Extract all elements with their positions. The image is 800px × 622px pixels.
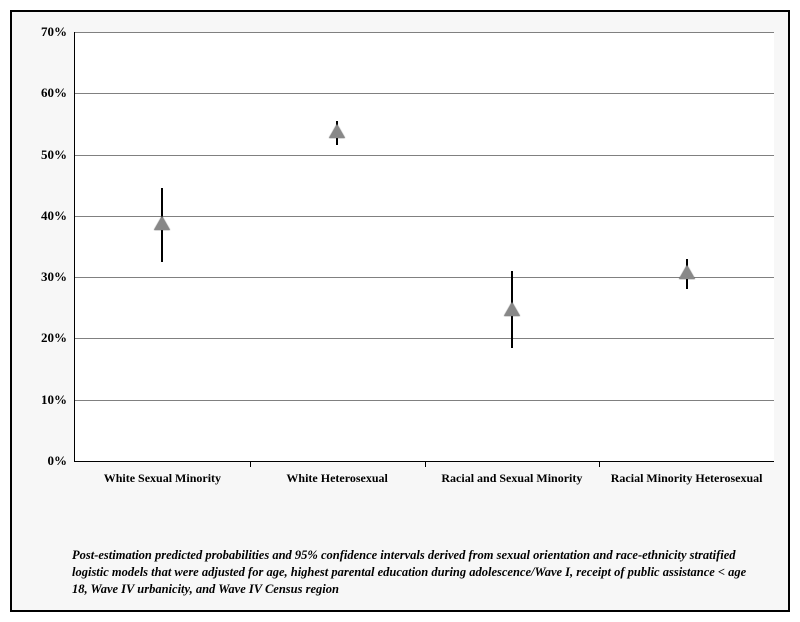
point-marker-triangle [504,302,520,316]
gridline [75,400,774,401]
y-tick-label: 70% [41,24,75,40]
gridline [75,32,774,33]
x-tick-label: Racial Minority Heterosexual [611,461,763,486]
gridline [75,93,774,94]
figure-caption: Post-estimation predicted probabilities … [72,547,758,598]
figure-frame: 0% 10% 20% 30% 40% 50% 60% 70% White Sexual Mino… [10,10,790,612]
gridline [75,277,774,278]
point-marker-triangle [329,124,345,138]
point-marker-triangle [679,265,695,279]
x-tick-label: Racial and Sexual Minority [441,461,582,486]
y-tick-label: 0% [48,453,76,469]
y-tick-label: 40% [41,208,75,224]
x-tick-label: White Heterosexual [286,461,387,486]
y-tick-label: 10% [41,392,75,408]
x-category-divider [425,461,426,467]
y-tick-label: 50% [41,147,75,163]
chart-container: 0% 10% 20% 30% 40% 50% 60% 70% White Sexual Mino… [20,24,780,534]
y-tick-label: 60% [41,85,75,101]
gridline [75,216,774,217]
gridline [75,155,774,156]
gridline [75,338,774,339]
y-tick-label: 30% [41,269,75,285]
plot-area: 0%10%20%30%40%50%60%70%White Sexual Mino… [74,32,774,462]
x-category-divider [250,461,251,467]
x-tick-label: White Sexual Minority [104,461,221,486]
x-category-divider [599,461,600,467]
point-marker-triangle [154,216,170,230]
y-tick-label: 20% [41,330,75,346]
